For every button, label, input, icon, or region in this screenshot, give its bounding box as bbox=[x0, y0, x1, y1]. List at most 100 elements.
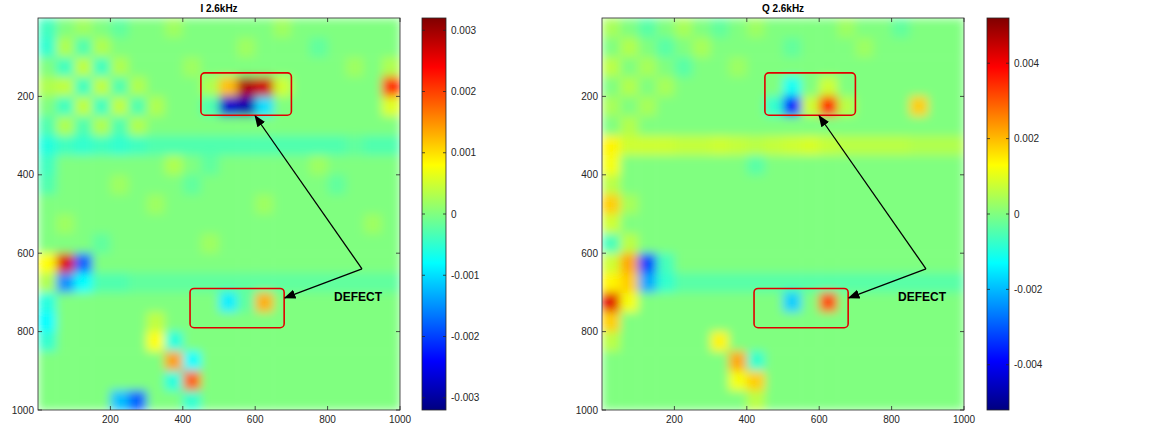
heat-cell bbox=[783, 273, 802, 293]
heat-cell bbox=[819, 155, 838, 175]
heat-cell bbox=[874, 390, 893, 410]
heat-cell bbox=[928, 18, 947, 38]
x-tick bbox=[327, 18, 328, 22]
heat-cell bbox=[910, 136, 929, 156]
heat-cell bbox=[783, 214, 802, 234]
y-tick bbox=[38, 96, 42, 97]
heat-cell bbox=[346, 96, 365, 116]
colorbar-tick bbox=[443, 152, 446, 153]
x-tick-label: 800 bbox=[319, 414, 336, 425]
colorbar-tick bbox=[422, 91, 425, 92]
heat-cell bbox=[310, 332, 329, 352]
heat-cell bbox=[273, 371, 292, 391]
colorbar-tick bbox=[1006, 364, 1009, 365]
heat-cell bbox=[291, 116, 310, 136]
x-tick bbox=[964, 18, 965, 22]
heat-cell bbox=[602, 332, 621, 352]
heat-cell bbox=[364, 351, 383, 371]
heat-cell bbox=[620, 175, 639, 195]
heat-cell bbox=[946, 332, 964, 352]
heat-cell bbox=[946, 155, 964, 175]
heat-cell bbox=[711, 234, 730, 254]
heat-cell bbox=[892, 371, 911, 391]
heat-cell bbox=[110, 312, 129, 332]
heat-cell bbox=[92, 351, 111, 371]
heat-cell bbox=[874, 292, 893, 312]
heat-cell bbox=[656, 292, 675, 312]
heat-cell bbox=[273, 18, 292, 38]
heat-cell bbox=[74, 96, 93, 116]
y-tick bbox=[396, 410, 400, 411]
heat-cell bbox=[147, 116, 166, 136]
heat-cell bbox=[729, 332, 748, 352]
heat-cell bbox=[656, 273, 675, 293]
heat-cell bbox=[129, 351, 148, 371]
heat-cell bbox=[928, 234, 947, 254]
heat-cell bbox=[801, 175, 820, 195]
heat-cell bbox=[928, 175, 947, 195]
x-tick bbox=[182, 18, 183, 22]
title: Q 2.6kHz bbox=[762, 3, 804, 14]
heat-cell bbox=[201, 351, 220, 371]
heat-cell bbox=[382, 18, 400, 38]
colorbar-tick-label: -0.002 bbox=[451, 331, 480, 342]
y-tick bbox=[960, 96, 964, 97]
heat-cell bbox=[273, 38, 292, 58]
heat-cell bbox=[602, 96, 621, 116]
heat-cell bbox=[255, 214, 274, 234]
heat-cell bbox=[620, 96, 639, 116]
heat-cell bbox=[110, 390, 129, 410]
y-tick bbox=[602, 331, 606, 332]
heat-cell bbox=[747, 175, 766, 195]
heat-cell bbox=[910, 390, 929, 410]
heat-cell bbox=[328, 234, 347, 254]
y-tick bbox=[38, 174, 42, 175]
heat-cell bbox=[855, 214, 874, 234]
heat-cell bbox=[201, 77, 220, 97]
heat-cell bbox=[693, 116, 712, 136]
heat-cell bbox=[892, 96, 911, 116]
x-tick bbox=[891, 18, 892, 22]
heat-cell bbox=[201, 312, 220, 332]
heat-cell bbox=[765, 175, 784, 195]
heat-cell bbox=[310, 253, 329, 273]
heat-cell bbox=[765, 155, 784, 175]
heat-cell bbox=[328, 351, 347, 371]
heat-cell bbox=[765, 116, 784, 136]
heat-cell bbox=[892, 194, 911, 214]
heat-cell bbox=[729, 390, 748, 410]
heat-cell bbox=[38, 312, 57, 332]
heat-cell bbox=[819, 77, 838, 97]
plot-frame bbox=[38, 18, 400, 410]
heat-cell bbox=[201, 57, 220, 77]
heat-cell bbox=[255, 312, 274, 332]
y-tick bbox=[960, 331, 964, 332]
heat-cell bbox=[273, 77, 292, 97]
heat-cell bbox=[328, 371, 347, 391]
heat-cell bbox=[183, 96, 202, 116]
heat-cell bbox=[729, 312, 748, 332]
heat-cell bbox=[328, 175, 347, 195]
heat-cell bbox=[693, 136, 712, 156]
heat-cell bbox=[328, 136, 347, 156]
heat-cell bbox=[602, 312, 621, 332]
colorbar-tick bbox=[422, 397, 425, 398]
heat-cell bbox=[620, 351, 639, 371]
heat-cell bbox=[56, 175, 75, 195]
heat-cell bbox=[310, 234, 329, 254]
heat-cell bbox=[219, 155, 238, 175]
heat-cell bbox=[147, 390, 166, 410]
heat-cell bbox=[310, 77, 329, 97]
heat-cell bbox=[92, 175, 111, 195]
heat-cell bbox=[674, 351, 693, 371]
heat-cell bbox=[382, 116, 400, 136]
heat-cell bbox=[874, 38, 893, 58]
heat-cell bbox=[801, 57, 820, 77]
heat-cell bbox=[602, 273, 621, 293]
heat-cell bbox=[693, 57, 712, 77]
heat-cell bbox=[237, 214, 256, 234]
heat-cell bbox=[346, 351, 365, 371]
x-tick bbox=[400, 18, 401, 22]
heat-cell bbox=[346, 390, 365, 410]
heat-cell bbox=[874, 332, 893, 352]
